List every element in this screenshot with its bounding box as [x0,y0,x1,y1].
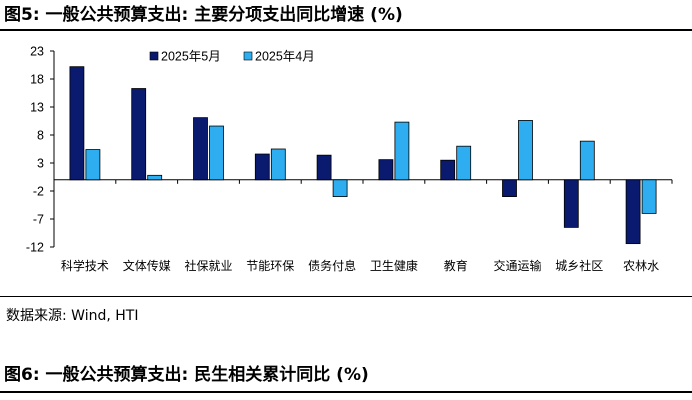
bar [625,179,641,245]
y-tick-label: 3 [37,157,44,171]
y-tick-label: -2 [33,185,44,199]
x-category-label: 社保就业 [184,258,232,273]
bar [394,121,410,181]
x-category-label: 文体传媒 [123,258,171,273]
y-tick-label: 23 [30,45,44,59]
figure6-title: 图6: 一般公共预算支出: 民生相关累计同比 (%) [4,365,369,385]
bar [69,66,85,181]
bar [316,154,332,181]
bar [332,179,348,198]
y-tick-label: 13 [30,101,44,115]
x-category-label: 节能环保 [246,259,294,273]
legend-label: 2025年5月 [161,50,221,64]
bar [641,179,657,214]
chart-legend: 2025年5月 2025年4月 [149,50,315,64]
chart-divider [0,296,692,297]
title-divider [0,29,692,31]
bar-chart: 23 18 13 8 3 -2 -7 -12 科学技术 文体传媒 社保就业 节能环保 债务付息 卫生健康… [26,45,673,273]
y-tick-label: 18 [30,73,44,87]
legend-swatch [243,51,253,61]
bar [270,148,286,181]
x-category-label: 交通运输 [493,258,541,273]
bar [147,174,163,181]
bar [85,149,101,181]
legend-swatch [149,51,159,61]
x-category-label: 城乡社区 [555,258,603,273]
bar [502,179,517,198]
chart-labels: 科学技术 文体传媒 社保就业 节能环保 债务付息 卫生健康 教育 交通运输 城乡社区 农林水 [61,258,659,273]
y-tick-label: -7 [33,213,44,227]
bar [518,120,533,181]
bar [131,88,147,181]
data-source: 数据来源: Wind, HTI [6,308,139,324]
chart-axes: 23 18 13 8 3 -2 -7 -12 [26,45,673,255]
x-category-label: 农林水 [623,259,659,273]
x-category-label: 教育 [444,258,468,273]
bar [254,153,270,181]
bar [579,140,595,181]
bar [563,179,579,228]
x-category-label: 科学技术 [61,258,109,273]
bar [440,159,456,181]
y-tick-label: -12 [26,241,44,255]
bar [193,117,208,181]
chart-bars [69,66,657,245]
x-category-label: 卫生健康 [370,258,418,273]
bar [209,125,224,181]
legend-label: 2025年4月 [255,50,315,64]
figure5-title: 图5: 一般公共预算支出: 主要分项支出同比增速 (%) [4,5,403,25]
x-category-label: 债务付息 [308,258,356,273]
bar [378,159,394,181]
y-tick-label: 8 [37,129,44,143]
bar [456,145,472,181]
bottom-divider [0,391,692,393]
